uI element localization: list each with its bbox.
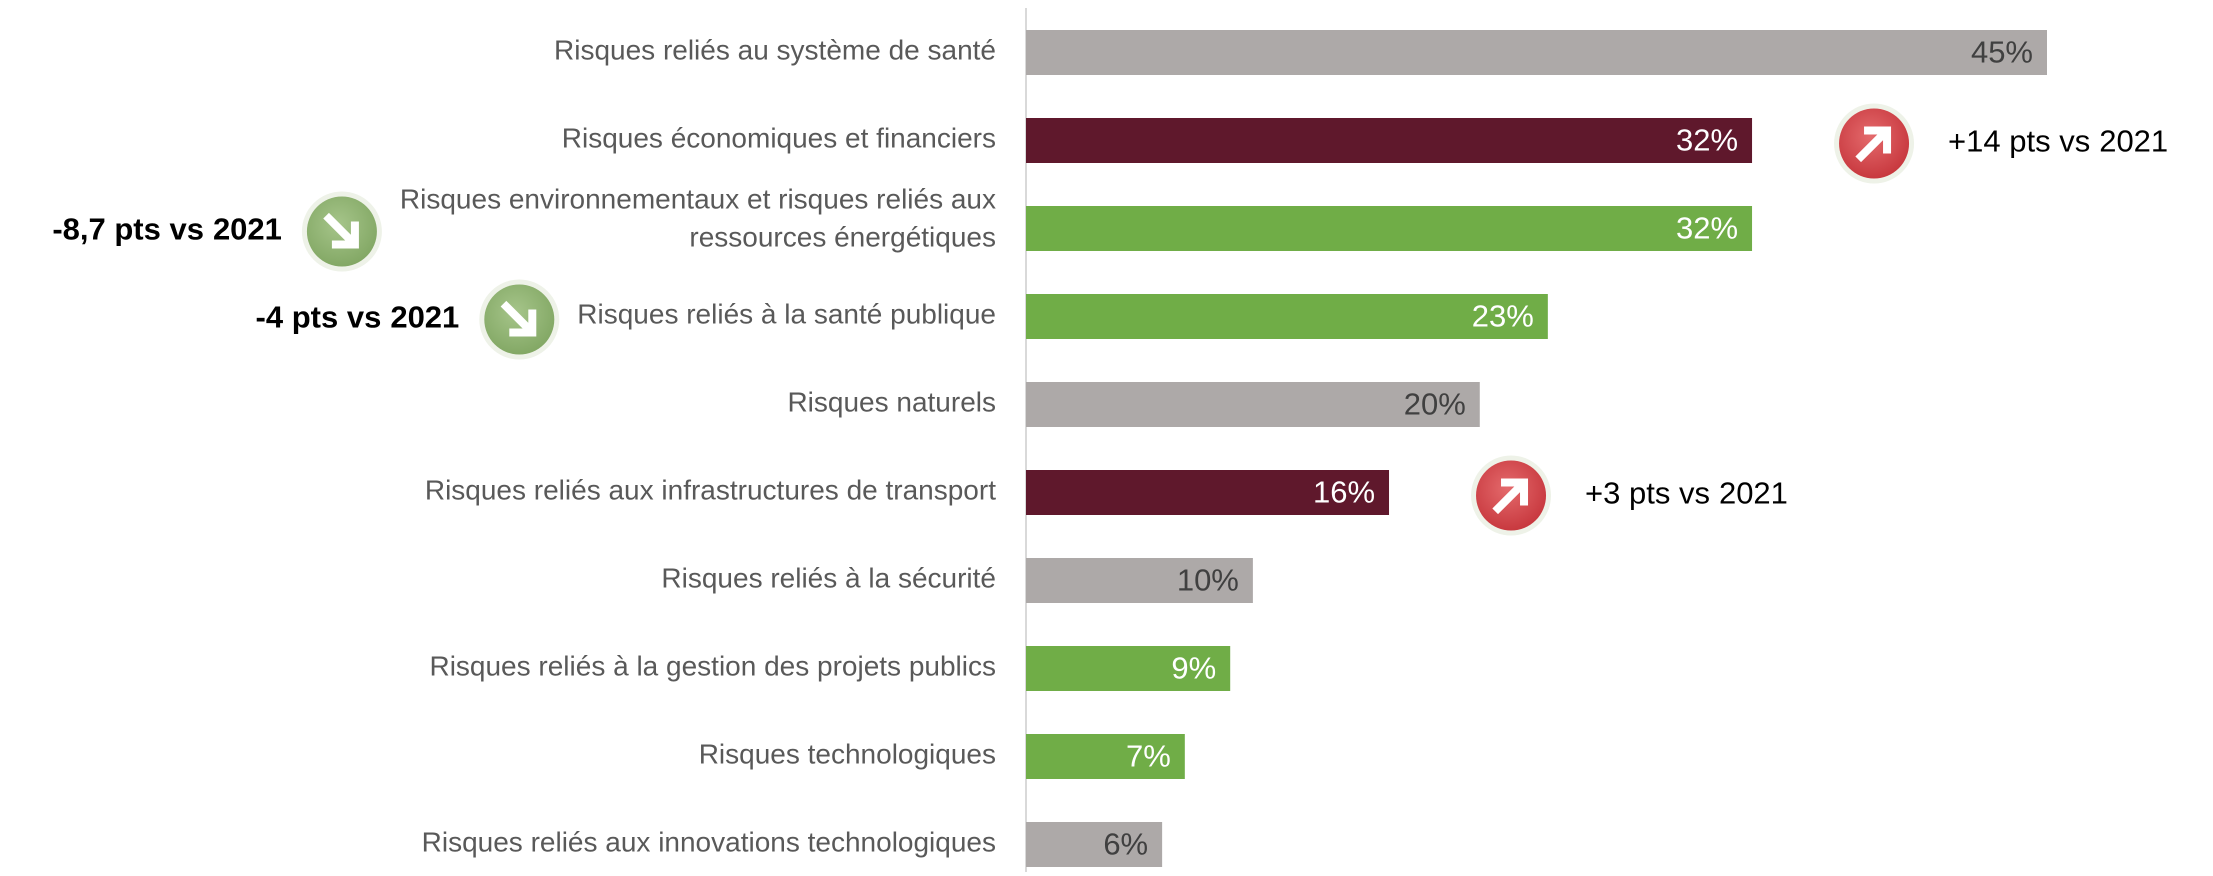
category-label: Risques économiques et financiers [562,123,996,154]
bar [1026,118,1753,163]
trend-icon [1471,455,1552,536]
value-label: 10% [1177,563,1239,598]
category-label: Risques naturels [787,387,996,418]
bar [1026,206,1753,251]
bar [1026,470,1390,515]
annotation-text: -8,7 pts vs [52,212,204,247]
value-label: 20% [1404,387,1466,422]
bar [1026,734,1185,779]
trend-arrow [323,212,359,249]
bar [1026,382,1480,427]
value-label: 32% [1676,123,1738,158]
value-label: 16% [1313,475,1375,510]
value-label: 23% [1472,299,1534,334]
bar [1026,294,1548,339]
annotation-year: 2021 [390,300,459,335]
category-label: Risques reliés aux infrastructures de tr… [425,475,996,506]
bar [1026,558,1253,603]
value-label: 32% [1676,211,1738,246]
annotation-year: 2021 [1719,476,1788,511]
annotation-year: 2021 [213,212,282,247]
category-label: Risques reliés aux innovations technolog… [422,827,996,858]
bar [1026,822,1163,867]
trend-icon [301,191,382,272]
annotation-text: +14 pts vs [1948,124,2090,159]
trend-arrow [500,300,537,337]
bar [1026,646,1231,691]
category-label: Risques reliés à la gestion des projets … [429,651,996,682]
trend-icon [1834,103,1915,184]
annotation-text: -4 pts vs [256,300,382,335]
annotation-year: 2021 [2099,124,2168,159]
category-label: Risques reliés à la santé publique [577,299,996,330]
trend-arrow [1492,478,1529,515]
value-label: 9% [1171,651,1216,686]
category-label: Risques environnementaux et risques reli… [400,184,996,253]
trend-arrow [1855,126,1892,163]
bar [1026,30,2047,75]
trend-icon [479,279,560,360]
annotation-text: +3 pts vs [1585,476,1710,511]
category-label: Risques reliés au système de santé [554,35,996,66]
value-label: 45% [1971,35,2033,70]
value-label: 7% [1126,739,1171,774]
category-label: Risques technologiques [699,739,996,770]
value-label: 6% [1103,827,1148,862]
category-label: Risques reliés à la sécurité [661,563,996,594]
